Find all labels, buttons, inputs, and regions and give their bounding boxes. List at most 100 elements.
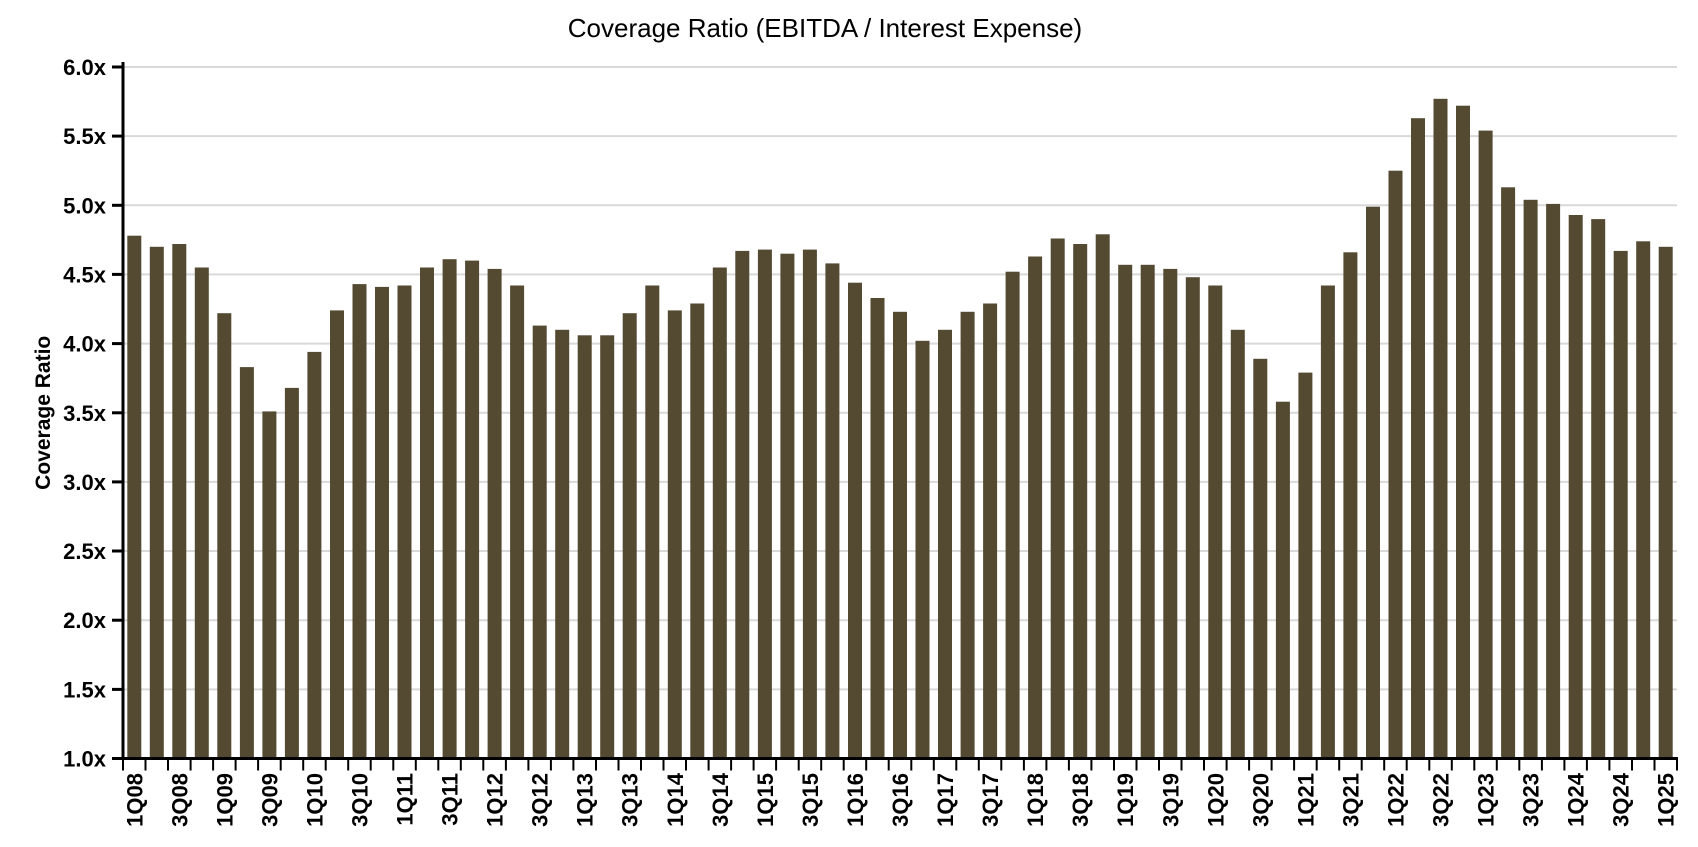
- bar-3Q19: [1163, 268, 1178, 759]
- x-tick-label-1Q10: 1Q10: [302, 773, 327, 827]
- bar-1Q10: [307, 351, 322, 759]
- bar-2Q10: [330, 310, 344, 759]
- bar-2Q14: [690, 303, 705, 759]
- x-tick-label-1Q20: 1Q20: [1203, 773, 1228, 827]
- bar-1Q23: [1478, 130, 1493, 759]
- y-tick-label-5.5x: 5.5x: [63, 124, 107, 149]
- bar-4Q08: [194, 267, 209, 759]
- x-tick-label-1Q09: 1Q09: [212, 773, 237, 827]
- y-axis-title: Coverage Ratio: [32, 336, 55, 490]
- y-tick-label-1.5x: 1.5x: [63, 677, 107, 702]
- bar-2Q19: [1140, 264, 1155, 759]
- bar-2Q15: [780, 253, 795, 759]
- bar-1Q11: [397, 285, 412, 759]
- y-tick-label-3.0x: 3.0x: [63, 470, 107, 495]
- bar-4Q09: [284, 387, 299, 759]
- bar-1Q24: [1568, 215, 1583, 759]
- y-tick-label-4.5x: 4.5x: [63, 262, 107, 287]
- bar-3Q22: [1433, 98, 1448, 759]
- bar-1Q20: [1208, 285, 1223, 759]
- y-tick-label-1.0x: 1.0x: [63, 747, 107, 772]
- bar-3Q15: [802, 249, 817, 759]
- bar-2Q24: [1591, 219, 1606, 759]
- bar-2Q11: [420, 267, 434, 759]
- y-tick-label-5.0x: 5.0x: [63, 193, 107, 218]
- bar-4Q19: [1185, 277, 1200, 759]
- x-tick-label-3Q13: 3Q13: [618, 773, 643, 827]
- x-tick-label-1Q13: 1Q13: [573, 773, 598, 827]
- bar-2Q23: [1501, 187, 1516, 759]
- bar-1Q17: [938, 329, 952, 759]
- bar-4Q12: [555, 329, 570, 759]
- bar-1Q09: [217, 313, 232, 759]
- x-tick-label-1Q19: 1Q19: [1113, 773, 1138, 827]
- bar-3Q10: [352, 284, 367, 759]
- bar-4Q11: [465, 260, 480, 759]
- bar-2Q21: [1320, 285, 1335, 759]
- y-tick-label-3.5x: 3.5x: [63, 401, 107, 426]
- y-tick-label-6.0x: 6.0x: [63, 55, 107, 80]
- x-tick-label-3Q16: 3Q16: [888, 773, 913, 827]
- bar-2Q18: [1050, 238, 1065, 759]
- bar-1Q14: [667, 310, 682, 759]
- x-tick-label-3Q23: 3Q23: [1519, 773, 1544, 827]
- bar-1Q13: [577, 335, 592, 759]
- bar-2Q13: [600, 335, 615, 759]
- x-tick-label-3Q22: 3Q22: [1429, 773, 1454, 827]
- x-tick-label-1Q22: 1Q22: [1384, 773, 1409, 827]
- bar-3Q20: [1253, 358, 1268, 759]
- bar-4Q23: [1546, 203, 1561, 759]
- bar-3Q18: [1073, 244, 1088, 759]
- bar-4Q15: [825, 263, 840, 759]
- bar-4Q20: [1275, 401, 1290, 759]
- bar-3Q13: [622, 313, 637, 759]
- bar-2Q22: [1411, 118, 1425, 759]
- x-tick-label-3Q19: 3Q19: [1158, 773, 1183, 827]
- bar-1Q12: [487, 268, 502, 759]
- x-tick-label-1Q11: 1Q11: [393, 773, 418, 826]
- x-tick-label-1Q17: 1Q17: [933, 773, 958, 827]
- x-tick-label-3Q10: 3Q10: [348, 773, 373, 827]
- bar-3Q24: [1613, 250, 1628, 759]
- bar-4Q22: [1456, 105, 1470, 759]
- bar-2Q09: [239, 367, 254, 759]
- x-tick-label-3Q21: 3Q21: [1338, 773, 1363, 827]
- bar-4Q14: [735, 250, 750, 759]
- bar-3Q09: [262, 411, 277, 759]
- bar-1Q19: [1118, 264, 1133, 759]
- bar-4Q24: [1636, 241, 1651, 759]
- bar-1Q16: [848, 282, 862, 759]
- bar-3Q11: [442, 259, 457, 759]
- x-tick-label-3Q15: 3Q15: [798, 773, 823, 827]
- bar-4Q16: [915, 340, 930, 759]
- bar-3Q08: [172, 244, 187, 759]
- bar-3Q23: [1523, 199, 1538, 759]
- bar-2Q08: [149, 246, 164, 759]
- y-tick-label-2.0x: 2.0x: [63, 608, 107, 633]
- y-tick-label-2.5x: 2.5x: [63, 539, 107, 564]
- bar-3Q12: [532, 325, 547, 759]
- bar-4Q10: [375, 286, 389, 759]
- x-tick-label-1Q23: 1Q23: [1474, 773, 1499, 827]
- bar-2Q16: [870, 298, 885, 759]
- y-tick-label-4.0x: 4.0x: [63, 332, 107, 357]
- x-tick-label-1Q25: 1Q25: [1654, 773, 1679, 827]
- bar-4Q21: [1366, 206, 1380, 759]
- x-tick-label-3Q08: 3Q08: [167, 773, 192, 827]
- bar-3Q17: [983, 303, 998, 759]
- x-tick-label-1Q12: 1Q12: [483, 773, 508, 827]
- x-tick-label-3Q14: 3Q14: [708, 772, 733, 827]
- x-tick-label-1Q08: 1Q08: [122, 773, 147, 827]
- x-tick-label-3Q17: 3Q17: [978, 773, 1003, 827]
- x-tick-label-1Q18: 1Q18: [1023, 773, 1048, 827]
- bar-1Q22: [1388, 170, 1403, 759]
- bar-3Q14: [712, 267, 727, 759]
- bar-4Q13: [645, 285, 660, 759]
- x-tick-label-3Q18: 3Q18: [1068, 773, 1093, 827]
- x-tick-label-1Q16: 1Q16: [843, 773, 868, 827]
- x-tick-label-3Q24: 3Q24: [1609, 772, 1634, 827]
- bar-1Q15: [757, 249, 772, 759]
- bar-1Q18: [1028, 256, 1043, 759]
- x-tick-label-1Q15: 1Q15: [753, 773, 778, 827]
